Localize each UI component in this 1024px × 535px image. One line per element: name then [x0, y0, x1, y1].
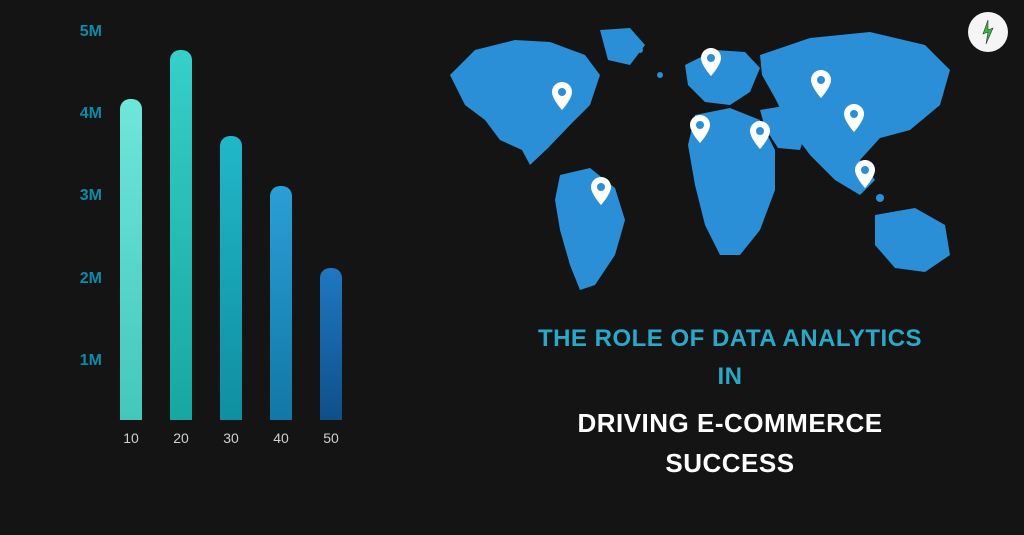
x-tick-label: 10 — [123, 430, 139, 446]
map-pin-icon — [690, 115, 710, 143]
y-axis: 1M2M3M4M5M — [50, 50, 102, 420]
x-tick-label: 40 — [273, 430, 289, 446]
headline-text-1b: IN — [718, 363, 743, 390]
y-tick-label: 1M — [50, 352, 102, 370]
headline: THE ROLE OF DATA ANALYTICS IN DRIVING E-… — [470, 320, 990, 483]
y-tick-label: 4M — [50, 105, 102, 123]
x-tick-label: 30 — [223, 430, 239, 446]
bar — [270, 186, 292, 420]
bar — [220, 136, 242, 420]
map-pin-icon — [552, 82, 572, 110]
y-tick-label: 5M — [50, 23, 102, 41]
map-pin-icon — [855, 160, 875, 188]
headline-text-2a: DRIVING E-COMMERCE — [577, 408, 882, 438]
map-pin-icon — [811, 70, 831, 98]
headline-line2: DRIVING E-COMMERCE SUCCESS — [470, 403, 990, 484]
headline-line1: THE ROLE OF DATA ANALYTICS IN — [470, 320, 990, 397]
bar — [120, 99, 142, 420]
bar-chart: 1M2M3M4M5M 1020304050 — [50, 50, 390, 470]
world-map — [430, 20, 980, 300]
x-tick-label: 20 — [173, 430, 189, 446]
x-axis: 10 20 30 40 50 — [110, 430, 380, 460]
chart-plot — [110, 50, 380, 420]
bar — [320, 268, 342, 420]
map-pin-icon — [750, 121, 770, 149]
bar — [170, 50, 192, 420]
map-pin-icon — [844, 104, 864, 132]
y-tick-label: 3M — [50, 187, 102, 205]
map-pin-icon — [591, 177, 611, 205]
map-pin-icon — [701, 48, 721, 76]
x-tick-label: 50 — [323, 430, 339, 446]
headline-text-2b: SUCCESS — [665, 448, 794, 478]
y-tick-label: 2M — [50, 270, 102, 288]
headline-text-1a: THE ROLE OF DATA ANALYTICS — [538, 325, 922, 352]
